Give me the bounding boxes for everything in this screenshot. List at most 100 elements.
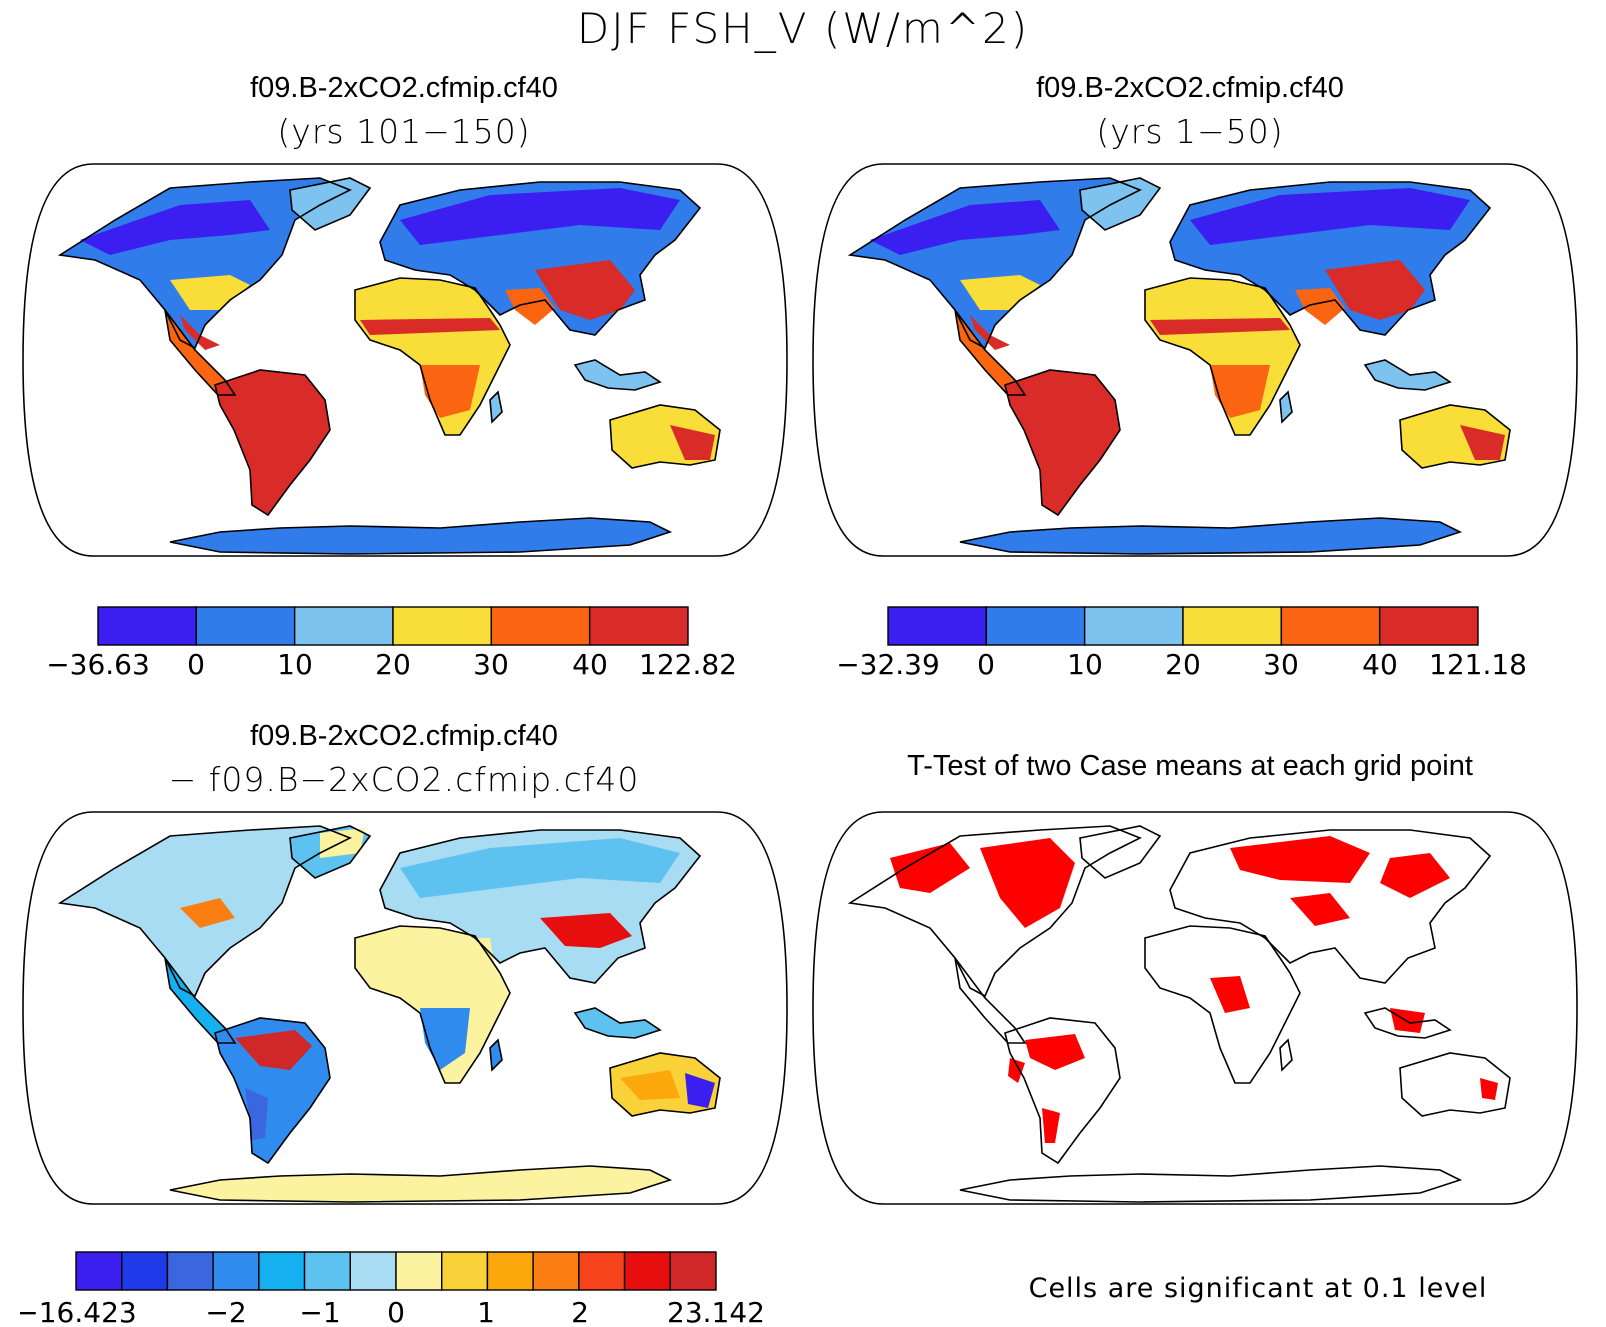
field-patch bbox=[1150, 318, 1290, 335]
field-patch bbox=[420, 365, 480, 418]
colorbar-tick-label: −36.63 bbox=[46, 648, 150, 681]
europe-asia-coastline bbox=[1169, 181, 1492, 336]
north-america-fill bbox=[60, 178, 350, 348]
field-patch bbox=[670, 425, 715, 460]
colorbar-tick-label: 23.142 bbox=[667, 1296, 765, 1327]
colorbar-tick-label: 2 bbox=[571, 1296, 589, 1327]
panel-3-map bbox=[22, 811, 788, 1205]
colorbar-tick-label: 121.18 bbox=[1429, 648, 1527, 681]
panel-1-colorbar: −36.63 0 10 20 30 40 122.82 bbox=[46, 606, 737, 681]
panel-2-map bbox=[812, 163, 1578, 557]
colorbar-tick-label: 20 bbox=[375, 648, 411, 681]
field-patch bbox=[1325, 260, 1425, 320]
africa-coastline bbox=[1144, 277, 1301, 436]
europe-asia-coastline bbox=[1169, 829, 1492, 984]
significant-patch bbox=[1042, 1108, 1060, 1143]
colorbar-tick-label: 122.82 bbox=[639, 648, 737, 681]
colorbar-tick-label: −32.39 bbox=[836, 648, 940, 681]
greenland-coastline bbox=[1079, 825, 1162, 879]
significant-patch bbox=[1025, 1034, 1085, 1070]
antarctica-fill bbox=[960, 518, 1460, 554]
greenland-coastline bbox=[289, 177, 372, 231]
central-america-fill bbox=[165, 310, 235, 395]
indonesia-coastline bbox=[1363, 359, 1452, 391]
significant-patch bbox=[1290, 893, 1350, 926]
antarctica-coastline bbox=[959, 517, 1463, 555]
colorbar-box bbox=[166, 1251, 214, 1291]
central-america-coastline bbox=[164, 957, 237, 1044]
north-america-coastline bbox=[847, 177, 1142, 350]
australia-coastline bbox=[609, 404, 721, 469]
indonesia-fill bbox=[1365, 360, 1450, 390]
significant-patch bbox=[1210, 976, 1250, 1013]
central-america-coastline bbox=[164, 309, 237, 396]
map-frame bbox=[22, 163, 788, 557]
colorbar-box bbox=[441, 1251, 489, 1291]
colorbar-box bbox=[392, 606, 493, 646]
antarctica-coastline bbox=[169, 1165, 673, 1203]
greenland-fill bbox=[1080, 826, 1160, 878]
colorbar-tick-label: 20 bbox=[1165, 648, 1201, 681]
field-patch bbox=[1210, 365, 1270, 418]
map-frame bbox=[812, 811, 1578, 1205]
field-patch bbox=[505, 288, 555, 325]
greenland-coastline bbox=[289, 825, 372, 879]
australia-coastline bbox=[1399, 1052, 1511, 1117]
madagascar-coastline bbox=[489, 390, 503, 424]
north-america-coastline bbox=[57, 177, 352, 350]
colorbar-tick-label: 0 bbox=[977, 648, 995, 681]
significant-patch bbox=[890, 843, 970, 893]
map-layer bbox=[57, 825, 721, 1203]
madagascar-coastline bbox=[1279, 1038, 1293, 1072]
colorbar-box bbox=[121, 1251, 169, 1291]
colorbar-box bbox=[985, 606, 1086, 646]
colorbar-tick-label: 10 bbox=[277, 648, 313, 681]
colorbar-box bbox=[1083, 606, 1184, 646]
central-america-coastline bbox=[954, 957, 1027, 1044]
field-patch bbox=[1190, 188, 1470, 245]
field-patch bbox=[620, 1070, 680, 1100]
australia-coastline bbox=[1399, 404, 1511, 469]
south-america-coastline bbox=[1004, 1017, 1121, 1165]
indonesia-fill bbox=[575, 360, 660, 390]
north-america-coastline bbox=[847, 825, 1142, 998]
colorbar-box bbox=[669, 1251, 717, 1291]
colorbar-tick-label: 0 bbox=[387, 1296, 405, 1327]
colorbar-box bbox=[395, 1251, 443, 1291]
field-patch bbox=[535, 260, 635, 320]
field-patch bbox=[970, 315, 1010, 350]
map-layer bbox=[57, 177, 721, 555]
australia-coastline bbox=[609, 1052, 721, 1117]
central-america-fill bbox=[955, 310, 1025, 395]
panel-1-subtitle: (yrs 101−150) bbox=[277, 112, 531, 151]
colorbar-box bbox=[212, 1251, 260, 1291]
colorbar-box bbox=[195, 606, 296, 646]
africa-coastline bbox=[354, 925, 511, 1084]
colorbar-box bbox=[578, 1251, 626, 1291]
field-patch bbox=[252, 450, 282, 500]
africa-coastline bbox=[354, 277, 511, 436]
colorbar-tick-label: 30 bbox=[1263, 648, 1299, 681]
map-layer bbox=[847, 177, 1511, 555]
colorbar-tick-label: 40 bbox=[572, 648, 608, 681]
field-patch bbox=[400, 188, 680, 245]
significant-patch bbox=[980, 838, 1075, 928]
field-patch bbox=[230, 382, 315, 430]
field-patch bbox=[870, 200, 1060, 255]
central-america-coastline bbox=[954, 309, 1027, 396]
colorbar-tick-label: −16.423 bbox=[20, 1296, 137, 1327]
panel-1-title: f09.B-2xCO2.cfmip.cf40 bbox=[250, 72, 558, 104]
colorbar-tick-label: −2 bbox=[205, 1296, 246, 1327]
panel-2-colorbar: −32.39 0 10 20 30 40 121.18 bbox=[836, 606, 1527, 681]
antarctica-fill bbox=[170, 518, 670, 554]
colorbar-tick-label: −1 bbox=[299, 1296, 340, 1327]
central-america-fill bbox=[165, 958, 235, 1043]
south-america-coastline bbox=[1004, 369, 1121, 517]
africa-coastline bbox=[1144, 925, 1301, 1084]
colorbar-box bbox=[258, 1251, 306, 1291]
field-patch bbox=[540, 913, 632, 948]
colorbar-tick-label: 30 bbox=[473, 648, 509, 681]
field-patch bbox=[960, 275, 1040, 310]
significant-patch bbox=[1480, 1078, 1498, 1100]
field-patch bbox=[1042, 450, 1072, 500]
